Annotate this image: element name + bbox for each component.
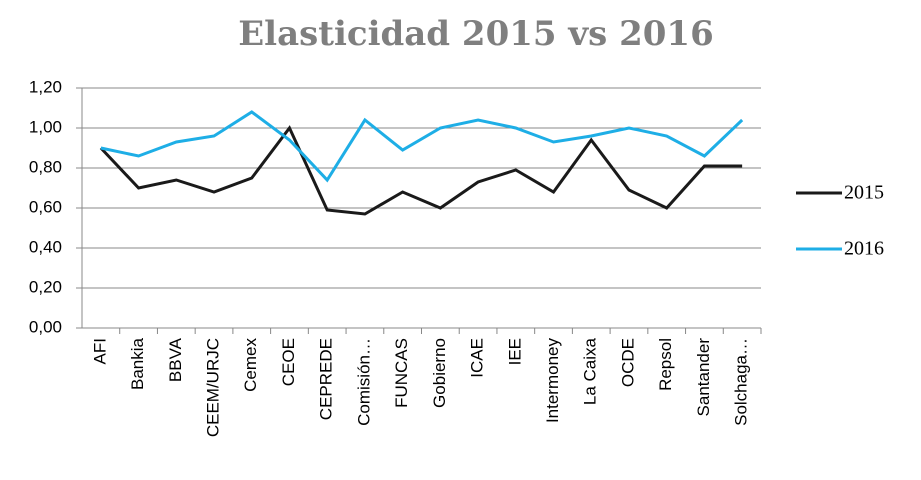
x-tick-label: Gobierno: [430, 338, 449, 408]
x-tick-label: CEOE: [279, 338, 298, 386]
legend-label: 2016: [844, 238, 884, 260]
y-tick-label: 0,80: [29, 157, 62, 176]
x-tick-label: Comisión…: [354, 338, 373, 426]
x-tick-label: CEPREDE: [317, 338, 336, 420]
x-tick-label: FUNCAS: [392, 338, 411, 408]
y-tick-label: 1,20: [29, 77, 62, 96]
x-tick-label: BBVA: [166, 337, 185, 382]
line-series: [99, 125, 743, 216]
y-tick-label: 1,00: [29, 117, 62, 136]
y-tick-label: 0,60: [29, 197, 62, 216]
x-tick-label: Santander: [694, 338, 713, 417]
chart-title: Elasticidad 2015 vs 2016: [238, 14, 714, 54]
x-tick-label: Repsol: [656, 338, 675, 391]
x-tick-label: ICAE: [468, 338, 487, 378]
y-tick-label: 0,40: [29, 237, 62, 256]
y-tick-label: 0,20: [29, 277, 62, 296]
x-tick-label: OCDE: [618, 338, 637, 387]
legend-label: 2015: [844, 182, 884, 204]
x-tick-label: CEEM/URJC: [204, 338, 223, 437]
line-series: [100, 110, 744, 183]
y-tick-label: 0,00: [29, 317, 62, 336]
x-tick-label: AFI: [90, 338, 109, 364]
x-tick-label: La Caixa: [581, 337, 600, 405]
x-tick-label: Solchaga…: [732, 338, 751, 426]
x-tick-label: Intermoney: [543, 338, 562, 424]
x-tick-label: Bankia: [128, 337, 147, 390]
x-tick-label: Cemex: [241, 338, 260, 392]
x-tick-label: IEE: [505, 338, 524, 365]
